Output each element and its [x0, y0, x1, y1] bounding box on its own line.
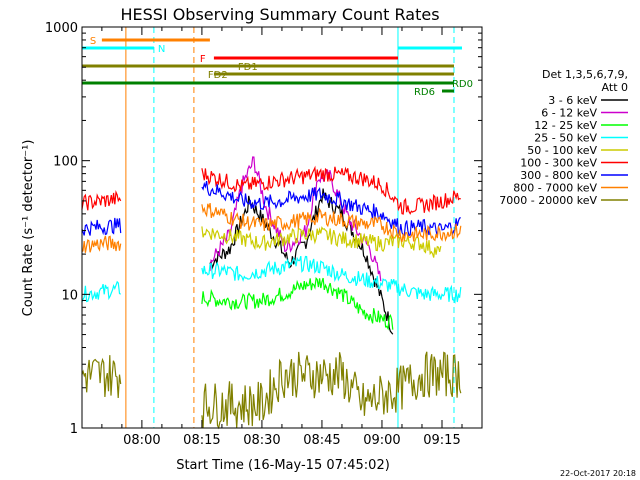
- annotation-label-fd1: FD1: [238, 62, 258, 73]
- legend-header-line1: Det 1,3,5,6,7,9,: [542, 68, 628, 81]
- legend-label: 7000 - 20000 keV: [499, 194, 597, 207]
- y-tick-label: 1000: [45, 21, 78, 36]
- series-6: [81, 180, 461, 237]
- footer-timestamp: 22-Oct-2017 20:18: [560, 469, 636, 478]
- legend-label: 3 - 6 keV: [548, 94, 597, 107]
- series-line: [81, 217, 122, 236]
- legend-label: 50 - 100 keV: [527, 144, 597, 157]
- series-7: [81, 202, 462, 253]
- legend-label: 6 - 12 keV: [541, 107, 597, 120]
- legend-header-line2: Att 0: [602, 81, 628, 94]
- x-tick-label: 08:45: [303, 433, 340, 448]
- y-tick-label: 1: [70, 422, 78, 437]
- x-tick-label: 09:15: [423, 433, 460, 448]
- annotation-label-n: N: [158, 44, 165, 55]
- series-line: [81, 235, 122, 253]
- series-line: [81, 280, 122, 303]
- series-2: [201, 277, 394, 331]
- series-line: [201, 277, 394, 331]
- legend-label: 25 - 50 keV: [534, 132, 597, 145]
- legend-label: 100 - 300 keV: [520, 157, 597, 170]
- series-line: [81, 355, 122, 399]
- x-tick-label: 08:15: [183, 433, 220, 448]
- y-tick-label: 100: [53, 155, 78, 170]
- annotation-label-rd6: RD6: [414, 87, 435, 98]
- annotation-label-s: S: [90, 36, 96, 47]
- chart-title: HESSI Observing Summary Count Rates: [120, 5, 439, 24]
- series-3: [81, 255, 462, 304]
- annotation-label-rd0: RD0: [452, 79, 473, 90]
- axes: 1 10 100 1000 08:00 08:15 08:30 08:45 09:00 09:15: [45, 21, 483, 448]
- annotation-label-f: F: [200, 54, 206, 65]
- x-axis-label: Start Time (16-May-15 07:45:02): [176, 458, 390, 473]
- series-line: [201, 255, 462, 304]
- legend-label: 12 - 25 keV: [534, 119, 597, 132]
- series-line: [201, 202, 462, 243]
- series-5: [81, 165, 461, 215]
- series-line: [81, 190, 122, 211]
- annotation-label-fd2: FD2: [208, 70, 228, 81]
- legend-label: 300 - 800 keV: [520, 169, 597, 182]
- series-line: [201, 165, 461, 215]
- series-line: [201, 180, 461, 237]
- series-line: [201, 351, 462, 430]
- x-tick-label: 09:00: [363, 433, 400, 448]
- legend-label: 800 - 7000 keV: [513, 182, 597, 195]
- y-axis-label: Count Rate (s⁻¹ detector⁻¹): [21, 140, 36, 317]
- x-tick-label: 08:30: [243, 433, 280, 448]
- plot-area: S N F FD1 FD2 RD0 RD6: [81, 27, 473, 430]
- y-tick-label: 10: [61, 288, 78, 303]
- x-tick-label: 08:00: [123, 433, 160, 448]
- series-8: [81, 351, 462, 430]
